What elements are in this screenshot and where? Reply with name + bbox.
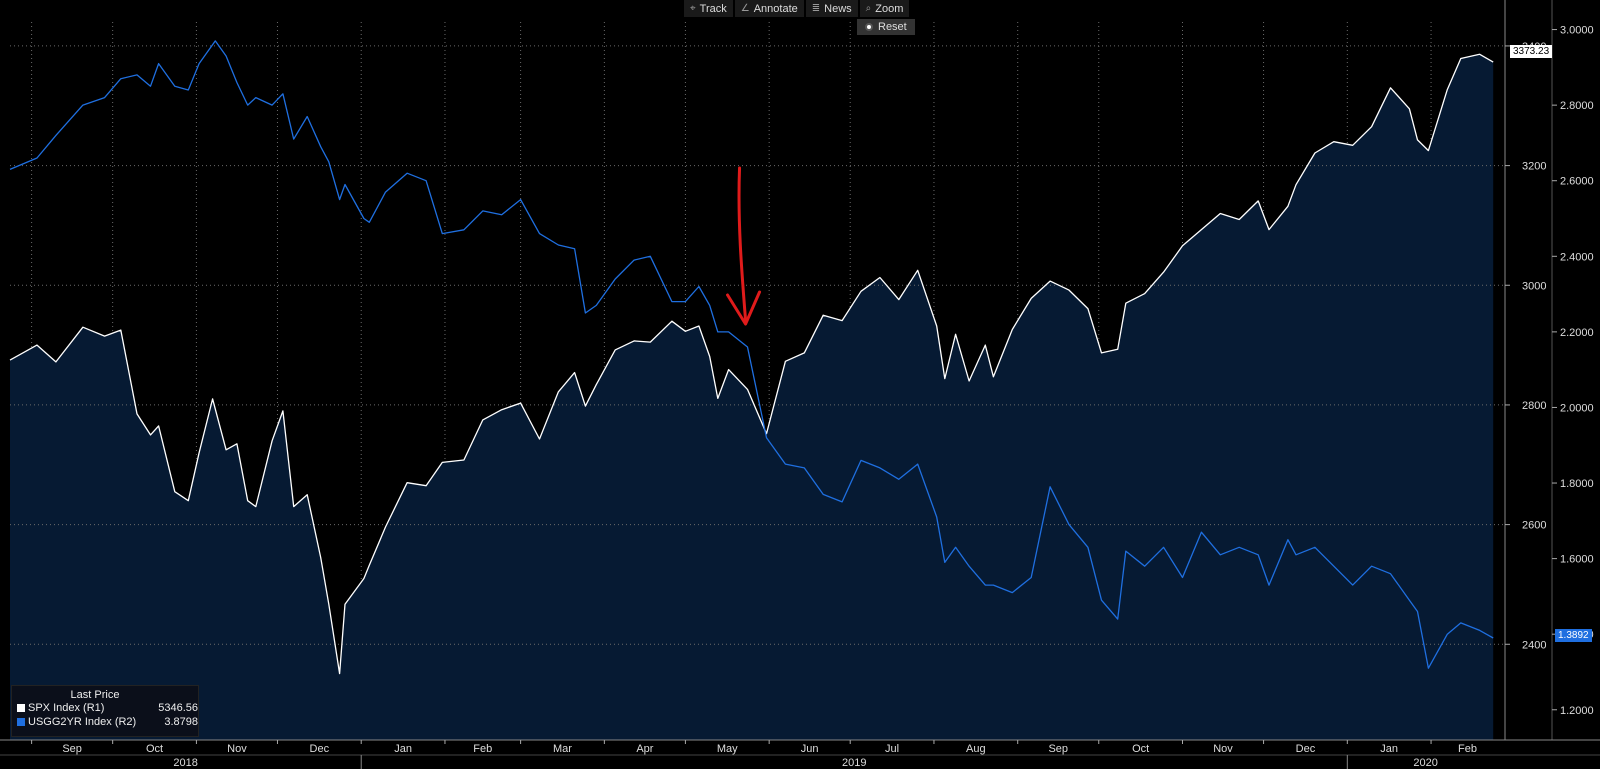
legend-header: Last Price: [70, 689, 120, 701]
legend-swatch-usgg2yr: [17, 718, 25, 726]
legend-row-spx: SPX Index (R1) 5346.56: [12, 701, 198, 715]
track-button[interactable]: ⌖ Track: [684, 0, 733, 17]
annotate-button[interactable]: ∠ Annotate: [734, 0, 804, 17]
pencil-icon: ∠: [740, 3, 750, 14]
month-tick-label: Jul: [885, 743, 899, 755]
r2-tick-label: 2.2000: [1560, 327, 1594, 339]
zoom-icon: ⌕: [865, 3, 872, 14]
news-label: News: [824, 2, 852, 15]
month-tick-label: Mar: [553, 743, 572, 755]
crosshair-icon: ⌖: [690, 3, 696, 14]
month-tick-label: Nov: [1213, 743, 1233, 755]
year-label: 2018: [173, 757, 197, 769]
month-tick-label: Jan: [1380, 743, 1398, 755]
r2-tick-label: 2.6000: [1560, 176, 1594, 188]
r2-tick-label: 1.8000: [1560, 478, 1594, 490]
r1-tick-label: 3200: [1522, 161, 1546, 173]
zoom-label: Zoom: [875, 2, 904, 15]
month-tick-label: Nov: [227, 743, 247, 755]
chart-toolbar: ⌖ Track ∠ Annotate ≣ News ⌕ Zoom: [684, 0, 910, 17]
legend-row-usgg2yr: USGG2YR Index (R2) 3.8798: [12, 715, 198, 729]
month-tick-label: Apr: [636, 743, 653, 755]
legend-name-usgg2yr: USGG2YR Index (R2): [28, 716, 137, 728]
usgg2yr-series-line: [9, 40, 1494, 669]
r2-tick-label: 3.0000: [1560, 25, 1594, 37]
usgg2yr-last-price-tag: 1.3892: [1555, 629, 1592, 642]
spx-series-line: [9, 53, 1494, 675]
annotate-label: Annotate: [753, 2, 798, 15]
month-tick-label: Feb: [1458, 743, 1477, 755]
track-label: Track: [699, 2, 727, 15]
month-tick-label: Dec: [310, 743, 330, 755]
r2-tick-label: 2.4000: [1560, 251, 1594, 263]
spx-last-price-tag: 3373.23: [1510, 45, 1553, 58]
r1-tick-label: 2800: [1522, 400, 1546, 412]
month-tick-label: Oct: [1132, 743, 1149, 755]
month-tick-label: Jan: [394, 743, 412, 755]
r1-tick-label: 3000: [1522, 280, 1546, 292]
red-arrow-annotation: [726, 166, 762, 326]
year-label: 2019: [842, 757, 866, 769]
legend: Last Price SPX Index (R1) 5346.56 USGG2Y…: [11, 685, 199, 737]
year-label: 2020: [1413, 757, 1437, 769]
spx-area-fill: [10, 54, 1494, 741]
r2-tick-label: 2.8000: [1560, 100, 1594, 112]
r2-tick-label: 2.0000: [1560, 402, 1594, 414]
legend-swatch-spx: [17, 704, 25, 712]
month-tick-label: Sep: [62, 743, 82, 755]
zoom-button[interactable]: ⌕ Zoom: [859, 0, 910, 17]
reset-button[interactable]: Reset: [857, 19, 915, 35]
r1-tick-label: 2600: [1522, 520, 1546, 532]
month-tick-label: Feb: [473, 743, 492, 755]
r1-tick-label: 2400: [1522, 639, 1546, 651]
news-button[interactable]: ≣ News: [805, 0, 858, 17]
legend-value-usgg2yr: 3.8798: [164, 716, 198, 728]
legend-value-spx: 5346.56: [158, 702, 198, 714]
month-tick-label: Oct: [146, 743, 163, 755]
news-icon: ≣: [811, 3, 821, 14]
arrow-head: [726, 290, 762, 326]
r2-tick-label: 1.6000: [1560, 554, 1594, 566]
month-tick-label: Sep: [1048, 743, 1068, 755]
r2-tick-label: 1.2000: [1560, 705, 1594, 717]
month-tick-label: Dec: [1296, 743, 1316, 755]
legend-name-spx: SPX Index (R1): [28, 702, 105, 714]
arrow-shaft: [737, 166, 748, 322]
month-tick-label: May: [717, 743, 738, 755]
radio-icon: [865, 23, 873, 31]
reset-label: Reset: [878, 21, 907, 33]
month-tick-label: Aug: [966, 743, 986, 755]
month-tick-label: Jun: [801, 743, 819, 755]
